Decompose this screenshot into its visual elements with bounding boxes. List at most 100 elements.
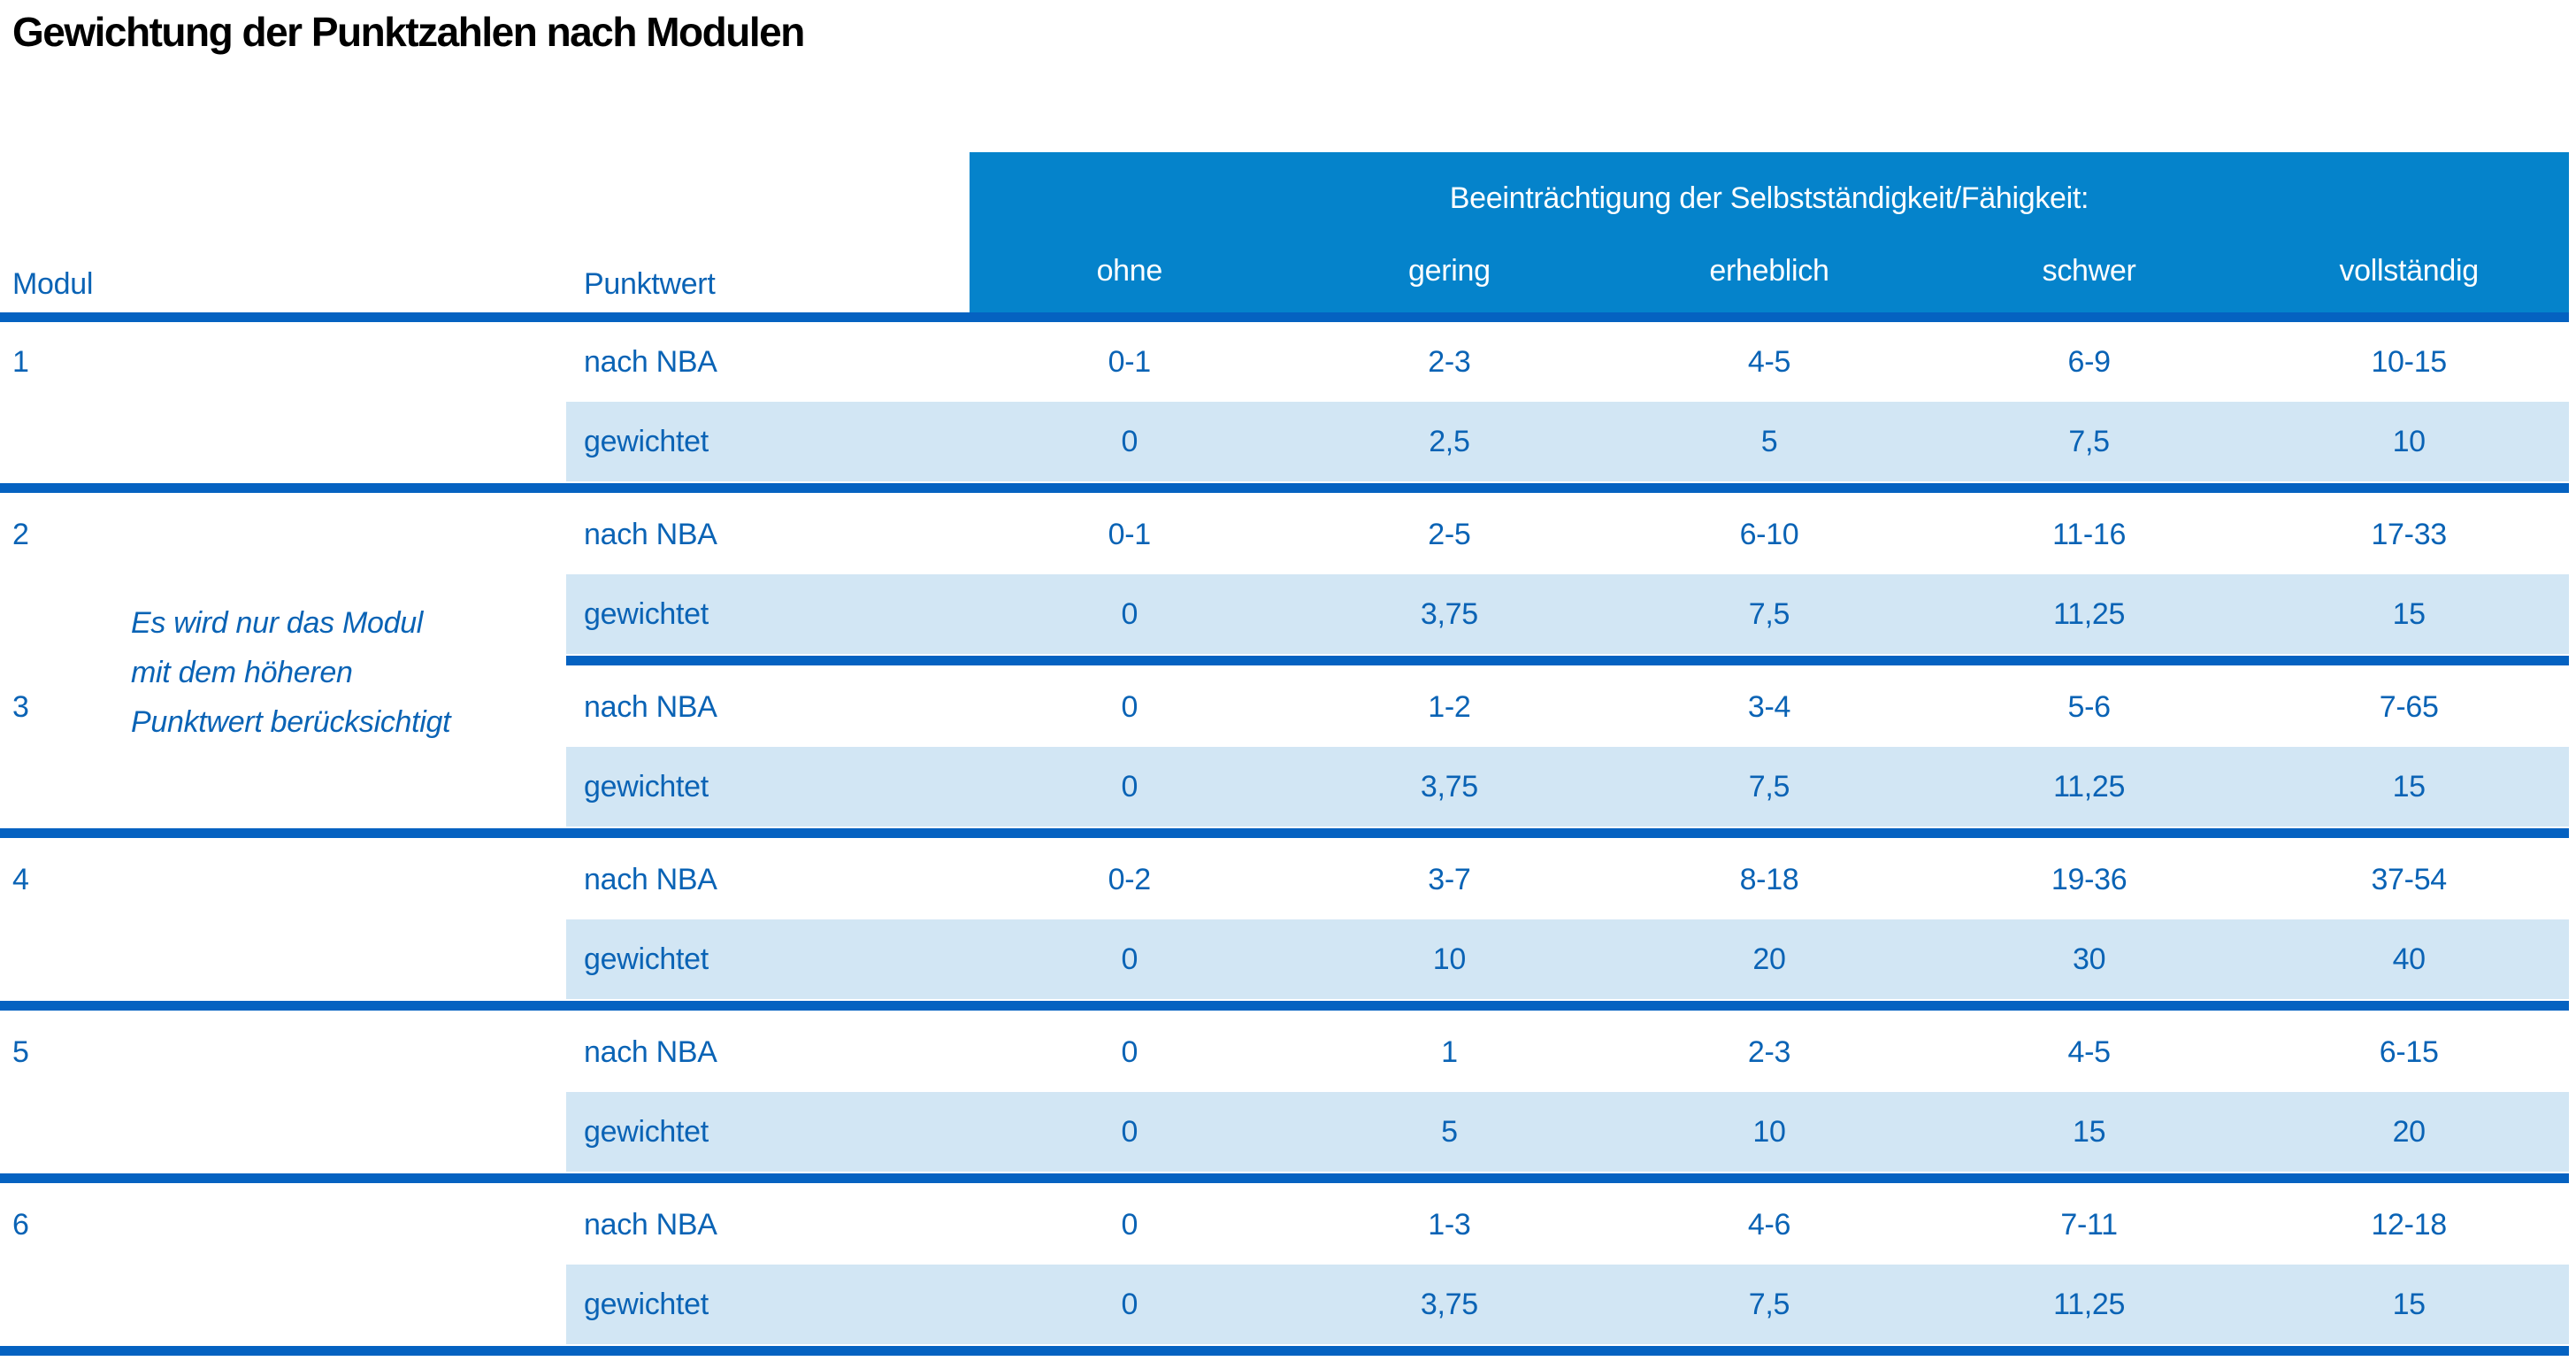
score-cell: 20	[2249, 1092, 2569, 1172]
separator-rule	[0, 1001, 2569, 1011]
note-line: Punktwert berücksichtigt	[131, 705, 451, 739]
score-cell: 1-3	[1428, 1207, 1471, 1242]
column-header-erheblich: erheblich	[1709, 254, 1829, 288]
separator-rule	[0, 483, 2569, 493]
row-label: nach NBA	[584, 1207, 717, 1242]
score-cell: 0-1	[1108, 517, 1152, 551]
column-header-ohne: ohne	[1096, 254, 1163, 288]
row-label: gewichtet	[566, 1265, 970, 1344]
row-label: nach NBA	[584, 344, 717, 379]
score-cell: 0	[1121, 1207, 1138, 1242]
score-cell: 5	[1289, 1092, 1610, 1172]
score-cell: 2-3	[1747, 1034, 1791, 1069]
column-header-gering: gering	[1408, 254, 1491, 288]
score-cell: 4-5	[1747, 344, 1791, 379]
score-cell: 11,25	[1928, 574, 2250, 654]
score-cell: 0-1	[1108, 344, 1152, 379]
table-header: Modul Punktwert Beeinträchtigung der Sel…	[0, 152, 2569, 312]
module-2-3-note: Es wird nur das Modul mit dem höheren Pu…	[131, 598, 591, 747]
impairment-header-block: Beeinträchtigung der Selbstständigkeit/F…	[970, 152, 2569, 312]
score-cell: 11-16	[2052, 517, 2127, 551]
score-cell: 7,5	[1609, 574, 1929, 654]
score-cell: 5	[1609, 402, 1929, 481]
row-label: nach NBA	[584, 517, 717, 551]
score-cell: 10	[1289, 919, 1610, 999]
module-id-spacer	[0, 402, 566, 481]
score-cell: 20	[1609, 919, 1929, 999]
score-cell: 1-2	[1428, 689, 1471, 724]
score-cell: 3-7	[1428, 862, 1471, 896]
separator-rule	[0, 1173, 2569, 1183]
table-row-nba: 2 nach NBA 0-1 2-5 6-10 11-16 17-33	[0, 495, 2569, 574]
score-cell: 12-18	[2371, 1207, 2447, 1242]
bottom-rule	[0, 1346, 2569, 1356]
score-cell: 15	[2249, 747, 2569, 827]
score-cell: 0-2	[1108, 862, 1152, 896]
page-title: Gewichtung der Punktzahlen nach Modulen	[12, 9, 805, 55]
score-cell: 17-33	[2371, 517, 2447, 551]
column-header-punktwert: Punktwert	[584, 267, 716, 301]
score-cell: 0	[970, 574, 1290, 654]
module-group-5: 5 nach NBA 0 1 2-3 4-5 6-15 gewichtet 0 …	[0, 1012, 2576, 1183]
module-id-spacer	[0, 1265, 566, 1344]
note-line: mit dem höheren	[131, 656, 353, 689]
score-cell: 0	[1121, 1034, 1138, 1069]
score-cell: 7-65	[2379, 689, 2439, 724]
score-cell: 3,75	[1289, 747, 1610, 827]
separator-rule	[0, 828, 2569, 838]
score-cell: 6-10	[1739, 517, 1799, 551]
score-cell: 6-9	[2067, 344, 2111, 379]
score-cell: 3,75	[1289, 1265, 1610, 1344]
note-line: Es wird nur das Modul	[131, 606, 424, 640]
score-cell: 7,5	[1928, 402, 2250, 481]
score-cell: 0	[970, 747, 1290, 827]
module-id: 4	[12, 862, 29, 896]
row-label: gewichtet	[566, 1092, 970, 1172]
score-cell: 0	[970, 1092, 1290, 1172]
row-label: gewichtet	[566, 574, 970, 654]
score-cell: 0	[970, 402, 1290, 481]
score-cell: 15	[1928, 1092, 2250, 1172]
table-row-weighted: gewichtet 0 2,5 5 7,5 10	[0, 402, 2569, 481]
score-cell: 8-18	[1739, 862, 1799, 896]
module-group-1: 1 nach NBA 0-1 2-3 4-5 6-9 10-15 gewicht…	[0, 322, 2576, 493]
score-cell: 10	[1609, 1092, 1929, 1172]
score-cell: 40	[2249, 919, 2569, 999]
score-cell: 0	[970, 919, 1290, 999]
column-header-modul: Modul	[12, 267, 94, 301]
score-cell: 15	[2249, 574, 2569, 654]
impairment-header-title: Beeinträchtigung der Selbstständigkeit/F…	[1449, 181, 2089, 215]
score-cell: 6-15	[2379, 1034, 2439, 1069]
score-cell: 10-15	[2371, 344, 2447, 379]
column-header-vollstaendig: vollständig	[2339, 254, 2479, 288]
score-cell: 0	[970, 1265, 1290, 1344]
table-row-nba: 1 nach NBA 0-1 2-3 4-5 6-9 10-15	[0, 322, 2569, 402]
score-cell: 2,5	[1289, 402, 1610, 481]
table-row-weighted: gewichtet 0 3,75 7,5 11,25 15	[0, 1265, 2569, 1344]
module-group-2-3: Es wird nur das Modul mit dem höheren Pu…	[0, 495, 2576, 838]
score-cell: 19-36	[2051, 862, 2128, 896]
score-cell: 11,25	[1928, 1265, 2250, 1344]
score-cell: 4-6	[1747, 1207, 1791, 1242]
score-cell: 0	[1121, 689, 1138, 724]
module-id: 1	[12, 344, 29, 379]
score-cell: 3,75	[1289, 574, 1610, 654]
table-row-nba: 4 nach NBA 0-2 3-7 8-18 19-36 37-54	[0, 840, 2569, 919]
row-label: gewichtet	[566, 919, 970, 999]
table-row-nba: 6 nach NBA 0 1-3 4-6 7-11 12-18	[0, 1185, 2569, 1265]
score-cell: 10	[2249, 402, 2569, 481]
score-cell: 5-6	[2067, 689, 2111, 724]
severity-header-row: ohne gering erheblich schwer vollständig	[970, 237, 2569, 312]
module-id: 2	[12, 517, 29, 551]
table-row-weighted: gewichtet 0 10 20 30 40	[0, 919, 2569, 999]
score-cell: 15	[2249, 1265, 2569, 1344]
module-id: 5	[12, 1034, 29, 1069]
score-cell: 7,5	[1609, 747, 1929, 827]
score-cell: 7,5	[1609, 1265, 1929, 1344]
score-cell: 37-54	[2371, 862, 2447, 896]
score-cell: 7-11	[2060, 1207, 2118, 1242]
score-cell: 2-5	[1428, 517, 1471, 551]
row-label: gewichtet	[566, 747, 970, 827]
table-row-weighted: gewichtet 0 3,75 7,5 11,25 15	[0, 574, 2569, 654]
